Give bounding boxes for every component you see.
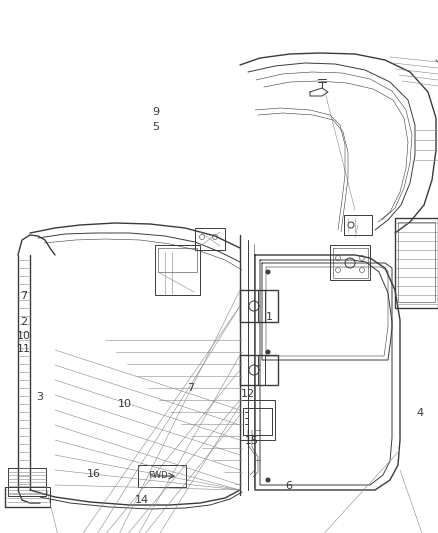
- Circle shape: [266, 350, 270, 354]
- Bar: [344, 215, 372, 235]
- Text: 1: 1: [266, 312, 273, 322]
- Text: 16: 16: [87, 470, 101, 479]
- Bar: [138, 465, 186, 487]
- Text: 3: 3: [36, 392, 43, 402]
- Bar: [8, 468, 46, 496]
- Bar: [398, 222, 435, 302]
- Bar: [330, 245, 370, 280]
- Bar: [395, 218, 438, 308]
- Text: 4: 4: [417, 408, 424, 418]
- Text: 10: 10: [17, 331, 31, 341]
- Text: 11: 11: [17, 344, 31, 354]
- Circle shape: [266, 478, 270, 482]
- Text: 7: 7: [21, 291, 28, 301]
- Text: FWD: FWD: [148, 472, 168, 481]
- Text: 10: 10: [118, 399, 132, 409]
- Text: 14: 14: [135, 495, 149, 505]
- Text: 2: 2: [21, 318, 28, 327]
- Text: 9: 9: [152, 107, 159, 117]
- Bar: [240, 290, 278, 322]
- Circle shape: [266, 270, 270, 274]
- Text: 7: 7: [187, 383, 194, 393]
- Bar: [155, 245, 200, 295]
- Bar: [195, 228, 225, 250]
- Bar: [240, 400, 275, 440]
- Bar: [158, 248, 197, 272]
- Text: 15: 15: [245, 437, 259, 446]
- Bar: [5, 487, 50, 507]
- Text: 12: 12: [240, 390, 254, 399]
- Text: 5: 5: [152, 122, 159, 132]
- Text: 6: 6: [286, 481, 293, 491]
- Bar: [240, 355, 278, 385]
